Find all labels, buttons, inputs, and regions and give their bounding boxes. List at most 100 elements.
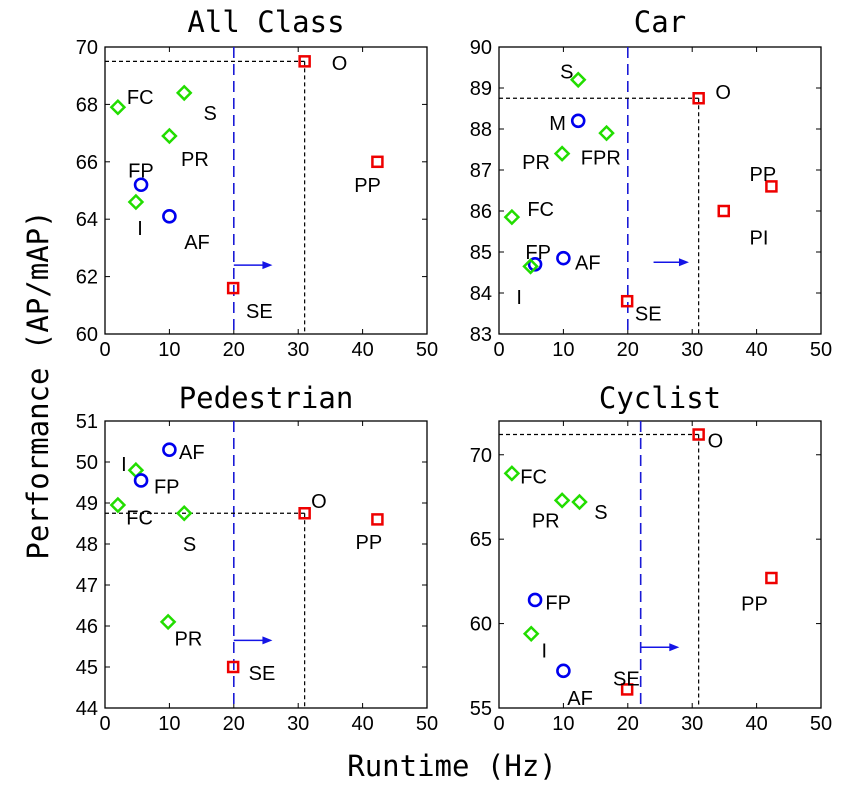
y-tick-label: 66 [76,152,98,174]
point-label: FC [127,87,154,109]
panel-pedestrian: Pedestrian 0 10 20 30 40 50 44 45 46 47 48 49 50 51 AF I… [76,381,438,735]
point-label: PR [522,152,550,174]
square-marker [717,204,731,218]
x-tick-label: 50 [810,339,832,361]
x-tick-label: 50 [810,713,832,735]
point-label: AF [179,442,205,464]
x-tick-label: 50 [416,713,438,735]
x-tick-label: 30 [681,339,703,361]
x-tick-label: 0 [493,713,504,735]
y-tick-label: 48 [76,534,98,556]
x-tick-label: 30 [287,339,309,361]
point-label: SE [613,668,640,690]
y-tick-label: 49 [76,493,98,515]
x-tick-label: 40 [745,339,767,361]
panel-all-class: All Class 0 10 20 30 40 50 60 62 64 66 68 70 O FC S PR FP… [76,5,438,361]
square-marker [620,294,634,308]
y-tick-label: 90 [470,37,492,59]
diamond-marker [571,493,588,511]
square-marker [226,281,240,295]
x-tick-label: 30 [287,713,309,735]
y-tick-label: 50 [76,452,98,474]
diamond-marker [175,504,193,522]
point-label: AF [575,252,601,274]
y-tick-label: 44 [76,698,98,720]
circle-marker [527,256,543,272]
diamond-marker [109,496,127,514]
diamond-marker [553,492,571,509]
x-tick-label: 10 [158,713,180,735]
x-tick-label: 10 [552,339,574,361]
x-tick-label: 30 [681,713,703,735]
x-tick-label: 0 [493,339,504,361]
point-label: I [137,218,143,240]
square-marker [692,428,705,441]
arrow-head [262,636,273,645]
diamond-marker [522,258,539,275]
point-label: PR [175,628,203,650]
square-marker [371,155,384,169]
diamond-marker [503,465,521,482]
y-tick-label: 62 [76,267,98,289]
square-marker [765,180,778,193]
point-label: I [542,641,548,663]
x-tick-label: 40 [351,339,373,361]
point-label: PP [741,593,768,615]
point-label: S [560,62,573,84]
point-label: SE [246,301,273,323]
point-label: PP [750,164,777,186]
point-label: O [715,82,731,104]
point-label: S [204,103,217,125]
arrow-head [262,261,273,270]
panel-title: All Class [187,5,344,39]
circle-marker [570,113,586,129]
y-tick-label: 87 [470,160,492,182]
square-marker [765,571,778,585]
circle-marker [162,209,177,224]
panel-car: Car 0 10 20 30 40 50 83 84 85 86 87 88 89 90 O S M FPR PR PP… [470,5,832,361]
y-tick-label: 86 [470,201,492,223]
diamond-marker [127,193,145,211]
circle-marker [527,592,543,608]
point-label: AF [567,688,593,710]
y-tick-label: 65 [470,529,492,551]
y-tick-label: 55 [470,698,492,720]
panel-title: Pedestrian [179,381,354,415]
y-tick-label: 83 [470,324,492,346]
panel-title: Car [634,5,686,39]
point-label: PP [354,175,381,197]
y-tick-label: 85 [470,242,492,264]
point-label: FC [527,199,554,221]
panel-cyclist: Cyclist 0 10 20 30 40 50 55 60 65 70 O FC PR S PP FP I AF S… [470,381,832,735]
square-marker [692,92,705,105]
diamond-marker [598,124,615,142]
square-marker [298,55,311,68]
y-tick-label: 89 [470,78,492,100]
x-tick-label: 20 [223,339,245,361]
diamond-marker [522,625,540,642]
square-marker [620,683,634,696]
diamond-marker [553,145,571,162]
point-label: FP [128,160,154,182]
point-label: FP [545,592,571,614]
y-tick-label: 60 [470,614,492,636]
diamond-marker [159,613,177,631]
plot-frame [104,420,428,709]
x-tick-label: 40 [745,713,767,735]
diamond-marker [569,71,587,89]
y-tick-label: 47 [76,575,98,597]
y-tick-label: 64 [76,209,98,231]
y-tick-label: 88 [470,119,492,141]
arrow-head [678,258,689,267]
point-label: O [332,53,348,75]
circle-marker [556,663,571,679]
y-tick-label: 46 [76,616,98,638]
point-label: SE [249,663,276,685]
point-label: O [311,491,327,513]
x-tick-label: 50 [416,339,438,361]
x-tick-label: 10 [552,713,574,735]
point-label: AF [184,232,210,254]
circle-marker [162,442,177,458]
circle-marker [556,250,571,266]
point-label: PR [181,149,209,171]
